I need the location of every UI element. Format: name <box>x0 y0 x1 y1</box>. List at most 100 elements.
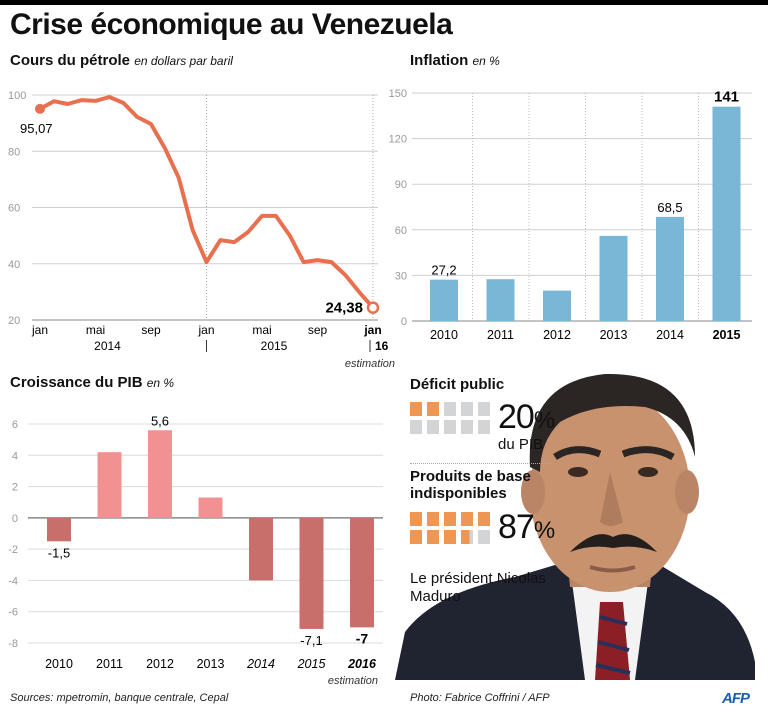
oil-ytick-label: 80 <box>8 146 20 158</box>
top-rule <box>0 0 768 5</box>
oil-year-label: 2015 <box>261 339 288 353</box>
waffle-cell <box>427 402 439 416</box>
oil-ytick-label: 60 <box>8 203 20 215</box>
caption-line-1: Le président Nicolas <box>410 570 546 587</box>
waffle-cell <box>427 420 439 434</box>
products-title-1: Produits de base <box>410 468 531 485</box>
gdp-ytick-label: -2 <box>8 544 18 556</box>
waffle-cell <box>444 402 456 416</box>
gdp-bar <box>148 430 172 518</box>
gdp-xtick-label: 2016 <box>347 657 377 671</box>
inflation-unit: en % <box>472 54 500 68</box>
gdp-data-label: -7,1 <box>300 633 322 648</box>
inflation-bar <box>599 235 628 321</box>
gdp-data-label: -1,5 <box>48 545 70 560</box>
gdp-xtick-label: 2015 <box>297 657 326 671</box>
waffle-cell <box>461 420 473 434</box>
inflation-xtick-label: 2014 <box>656 328 684 342</box>
waffle-cell <box>478 530 490 544</box>
oil-xtick-label: jan <box>363 323 381 337</box>
panel-divider <box>410 463 550 464</box>
oil-start-label: 95,07 <box>20 121 53 136</box>
oil-xtick-label: jan <box>31 323 48 337</box>
inflation-bar <box>486 279 515 321</box>
oil-ytick-label: 100 <box>8 90 26 102</box>
gdp-bar <box>97 452 122 518</box>
photo-credit: Photo: Fabrice Coffrini / AFP <box>410 692 550 704</box>
waffle-cell <box>410 512 422 526</box>
gdp-ytick-label: 2 <box>12 482 18 494</box>
oil-unit: en dollars par baril <box>134 54 233 68</box>
waffle-cell <box>478 402 490 416</box>
oil-year-label: 2014 <box>94 339 121 353</box>
inflation-xtick-label: 2010 <box>430 328 458 342</box>
gdp-xtick-label: 2013 <box>197 657 225 671</box>
gdp-title-text: Croissance du PIB <box>10 374 143 391</box>
products-value: 87% <box>498 510 555 546</box>
gdp-ytick-label: 0 <box>12 513 18 525</box>
waffle-cell <box>410 420 422 434</box>
oil-title-text: Cours du pétrole <box>10 52 131 69</box>
gdp-xtick-label: 2014 <box>246 657 275 671</box>
inflation-xtick-label: 2013 <box>600 328 628 342</box>
oil-ytick-label: 40 <box>8 259 20 271</box>
inflation-bar <box>543 290 571 321</box>
gdp-estimation-note: estimation <box>328 675 378 687</box>
waffle-cell <box>444 512 456 526</box>
oil-price-line <box>39 95 375 310</box>
waffle-cell <box>461 530 473 544</box>
deficit-title: Déficit public <box>410 376 505 393</box>
waffle-cell <box>444 530 456 544</box>
waffle-cell <box>461 512 473 526</box>
oil-xtick-label: mai <box>86 323 105 337</box>
products-pct: % <box>533 517 555 544</box>
inflation-xtick-label: 2012 <box>543 328 571 342</box>
sources-note: Sources: mpetromin, banque centrale, Cep… <box>10 692 229 704</box>
deficit-value: 20% <box>498 400 555 436</box>
inflation-bar <box>656 216 684 321</box>
deficit-pct: % <box>533 407 555 434</box>
inflation-data-label: 141 <box>714 89 739 106</box>
inflation-title-text: Inflation <box>410 52 469 69</box>
oil-xtick-label: mai <box>252 323 271 337</box>
gdp-bar <box>198 497 223 518</box>
gdp-ytick-label: -6 <box>8 607 18 619</box>
afp-logo: AFP <box>722 690 750 707</box>
waffle-cell <box>461 402 473 416</box>
gdp-xtick-label: 2010 <box>45 657 73 671</box>
waffle-cell <box>478 420 490 434</box>
inflation-xtick-label: 2011 <box>487 328 514 342</box>
oil-xtick-label: sep <box>308 323 328 337</box>
gdp-unit: en % <box>146 376 175 390</box>
photo-caption: Le président Nicolas Maduro <box>410 570 560 606</box>
deficit-sub: du PIB <box>498 436 544 453</box>
oil-start-point <box>35 103 45 114</box>
gdp-ytick-label: -4 <box>8 575 18 587</box>
page-title: Crise économique au Venezuela <box>10 8 453 41</box>
deficit-waffle <box>410 402 490 434</box>
gdp-bar <box>249 517 273 581</box>
waffle-cell <box>410 402 422 416</box>
gdp-chart-title: Croissance du PIB en % <box>10 374 174 391</box>
gdp-bar <box>350 517 374 628</box>
products-waffle <box>410 512 490 544</box>
gdp-xtick-label: 2012 <box>146 657 174 671</box>
waffle-cell <box>427 530 439 544</box>
gdp-ytick-label: -8 <box>8 638 18 650</box>
inflation-ytick-label: 0 <box>401 316 407 328</box>
oil-ytick-label: 20 <box>8 315 20 327</box>
inflation-xtick-label: 2015 <box>713 328 741 342</box>
oil-xtick-label: jan <box>197 323 214 337</box>
inflation-ytick-label: 30 <box>395 270 407 282</box>
oil-xtick-label: sep <box>141 323 161 337</box>
portrait-photo <box>395 373 755 680</box>
inflation-ytick-label: 120 <box>389 134 407 146</box>
deficit-number: 20 <box>498 398 535 436</box>
gdp-ytick-label: 6 <box>12 419 18 431</box>
waffle-cell <box>410 530 422 544</box>
waffle-cell <box>478 512 490 526</box>
deficit-panel: Déficit public 20% du PIB <box>410 376 555 454</box>
gdp-data-label: -7 <box>356 630 369 646</box>
inflation-data-label: 27,2 <box>431 263 456 278</box>
oil-chart-title: Cours du pétrole en dollars par baril <box>10 52 233 69</box>
